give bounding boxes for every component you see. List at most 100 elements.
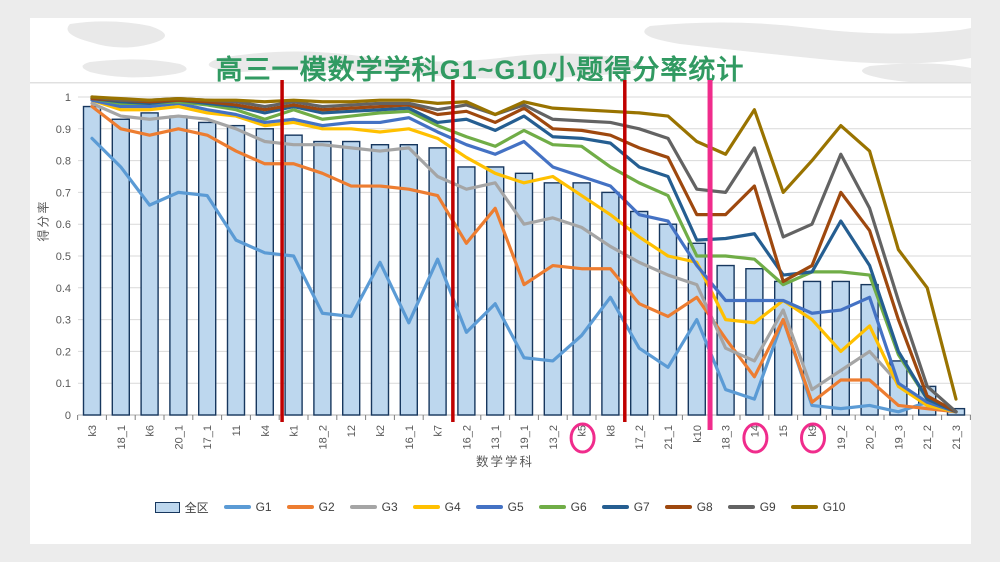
bar — [745, 268, 764, 416]
annotation-circle-14 — [742, 422, 769, 454]
legend-label: G2 — [318, 500, 335, 514]
y-tick-label: 0.9 — [56, 124, 71, 136]
bar — [111, 118, 131, 416]
x-tick-label: 11 — [231, 425, 243, 436]
legend-item-G8: G8 — [664, 500, 713, 514]
legend-label: G1 — [255, 500, 272, 514]
legend-line-swatch — [475, 505, 503, 509]
series-line-G8 — [90, 96, 958, 414]
legend-label: G3 — [381, 500, 398, 514]
world-map-watermark — [30, 21, 971, 84]
y-tick-label: 1 — [65, 92, 71, 104]
x-tick-label: 19_1 — [519, 425, 531, 449]
legend-line-swatch — [790, 505, 818, 509]
bar — [486, 166, 505, 416]
x-tick-label: 20_1 — [173, 425, 185, 449]
y-tick-label: 0.2 — [56, 346, 71, 358]
legend-label: G4 — [444, 500, 461, 514]
y-axis-title: 得分率 — [36, 199, 51, 242]
legend-line-swatch — [727, 505, 755, 509]
series-line-G2 — [90, 104, 958, 414]
y-tick-label: 0.3 — [56, 315, 71, 327]
legend-label: G9 — [759, 500, 776, 514]
bar — [630, 210, 649, 416]
legend-label: 全区 — [184, 500, 209, 515]
series-line-G5 — [90, 98, 958, 414]
bar — [313, 140, 332, 416]
x-tick-label: 15 — [778, 425, 790, 437]
bar — [428, 147, 447, 416]
x-tick-label: k10 — [692, 425, 704, 443]
bar — [802, 280, 822, 416]
legend-label: G8 — [696, 500, 713, 514]
series-line-G3 — [90, 101, 958, 414]
bar — [197, 121, 217, 416]
x-tick-label: 19_3 — [893, 425, 905, 449]
x-tick-label: k6 — [145, 425, 157, 437]
x-tick-label: 16_2 — [461, 425, 473, 449]
legend-label: G7 — [633, 500, 650, 514]
legend-line-swatch — [349, 505, 377, 509]
x-axis-title: 数学学科 — [475, 455, 534, 469]
y-tick-label: 0 — [65, 410, 71, 422]
series-line-G1 — [90, 136, 958, 414]
annotation-circle-k5 — [569, 422, 596, 454]
x-tick-label: 21_3 — [951, 425, 963, 449]
legend-line-swatch — [286, 505, 314, 509]
legend-label: G5 — [507, 500, 524, 514]
x-tick-label: 18_3 — [721, 425, 733, 449]
legend-item-G2: G2 — [286, 500, 335, 514]
x-tick-label: k3 — [87, 425, 99, 437]
x-tick-label: k9 — [807, 425, 819, 437]
page-title: 高三一模数学学科G1~G10小题得分率统计 — [215, 55, 745, 85]
legend-label: G10 — [822, 500, 846, 514]
x-tick-label: 20_2 — [865, 425, 877, 449]
x-tick-label: 21_1 — [663, 425, 675, 449]
legend-line-swatch — [223, 505, 251, 509]
legend-item-G5: G5 — [475, 500, 524, 514]
x-tick-label: k5 — [577, 425, 589, 437]
bar — [399, 143, 418, 416]
series-line-G10 — [90, 95, 958, 401]
legend-item-G6: G6 — [538, 500, 587, 514]
x-tick-label: 14 — [749, 425, 761, 437]
x-tick-label: k8 — [605, 425, 617, 437]
legend-bar-swatch — [154, 501, 180, 513]
bar — [457, 166, 476, 416]
y-tick-label: 0.7 — [56, 187, 71, 199]
legend-item-G3: G3 — [349, 500, 398, 514]
bar — [687, 242, 706, 416]
bar — [140, 112, 159, 416]
y-tick-label: 0.4 — [56, 283, 71, 295]
x-tick-label: 18_1 — [116, 425, 128, 449]
x-tick-label: 19_2 — [836, 425, 848, 449]
y-tick-label: 0.8 — [56, 156, 71, 168]
x-tick-label: 13_1 — [490, 425, 502, 449]
x-tick-label: k7 — [433, 425, 445, 437]
bar — [284, 134, 303, 416]
y-tick-label: 0.5 — [56, 251, 71, 263]
legend-line-swatch — [538, 505, 566, 509]
bar — [226, 124, 246, 416]
x-tick-label: 12 — [346, 425, 358, 437]
bar — [342, 140, 361, 416]
bar — [169, 115, 188, 416]
x-tick-label: 17_2 — [634, 425, 646, 449]
legend-item-G9: G9 — [727, 500, 776, 514]
legend-item-全区: 全区 — [154, 499, 209, 516]
legend-line-swatch — [601, 505, 629, 509]
legend-line-swatch — [664, 505, 692, 509]
chart-legend: 全区 G1 G2 G3 G4 G5 G6 G7 G8 G9 G10 — [0, 498, 1000, 516]
legend-item-G1: G1 — [223, 500, 272, 514]
bar — [514, 172, 534, 416]
bar — [255, 128, 275, 416]
chart-canvas: 1 0.9 0.8 0.7 0.6 0.5 0.4 0.3 0.2 0.1 0 k3 18_1 k6 20_… — [56, 80, 971, 454]
y-tick-label: 0.1 — [56, 378, 71, 390]
legend-item-G10: G10 — [790, 500, 846, 514]
x-tick-label: 16_1 — [404, 425, 416, 449]
legend-item-G4: G4 — [412, 500, 461, 514]
x-tick-label: 13_2 — [548, 425, 560, 449]
x-tick-label: 17_1 — [202, 425, 214, 449]
legend-item-G7: G7 — [601, 500, 650, 514]
